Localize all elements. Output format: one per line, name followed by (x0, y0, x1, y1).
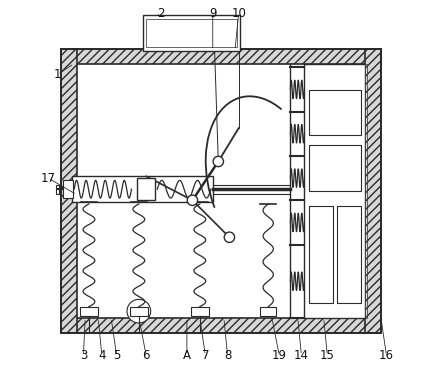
Bar (305, 64, 365, 318)
Bar (61, 49, 381, 64)
Text: 1: 1 (54, 68, 61, 81)
Bar (77, 64, 365, 318)
Bar (61, 49, 77, 334)
Circle shape (213, 156, 223, 167)
Text: 15: 15 (320, 349, 335, 362)
Text: 14: 14 (294, 349, 309, 362)
Bar (337, 206, 361, 303)
Bar (61, 318, 381, 334)
Bar (72, 176, 213, 202)
Text: 10: 10 (231, 7, 246, 20)
Bar (56, 185, 59, 194)
Text: 9: 9 (209, 7, 217, 20)
Text: 8: 8 (224, 349, 231, 362)
Text: 4: 4 (98, 349, 106, 362)
Text: 17: 17 (41, 172, 56, 185)
Bar (309, 145, 361, 191)
Text: 3: 3 (80, 349, 87, 362)
Bar (365, 49, 381, 334)
Text: A: A (183, 349, 191, 362)
Bar (61, 49, 381, 334)
Bar (143, 16, 241, 50)
Text: 16: 16 (379, 349, 394, 362)
Text: 19: 19 (272, 349, 287, 362)
Text: 5: 5 (113, 349, 120, 362)
Bar (130, 307, 148, 316)
Bar (146, 19, 237, 47)
Bar (365, 64, 367, 318)
Bar (309, 90, 361, 135)
Bar (190, 307, 209, 316)
Text: 2: 2 (157, 7, 165, 20)
Bar (80, 307, 98, 316)
Circle shape (224, 232, 234, 242)
Circle shape (187, 195, 198, 206)
Bar (63, 180, 73, 198)
Text: 7: 7 (202, 349, 209, 362)
Bar (260, 307, 276, 316)
Circle shape (127, 299, 151, 323)
Text: 6: 6 (143, 349, 150, 362)
Bar (309, 206, 333, 303)
Bar (137, 178, 155, 200)
